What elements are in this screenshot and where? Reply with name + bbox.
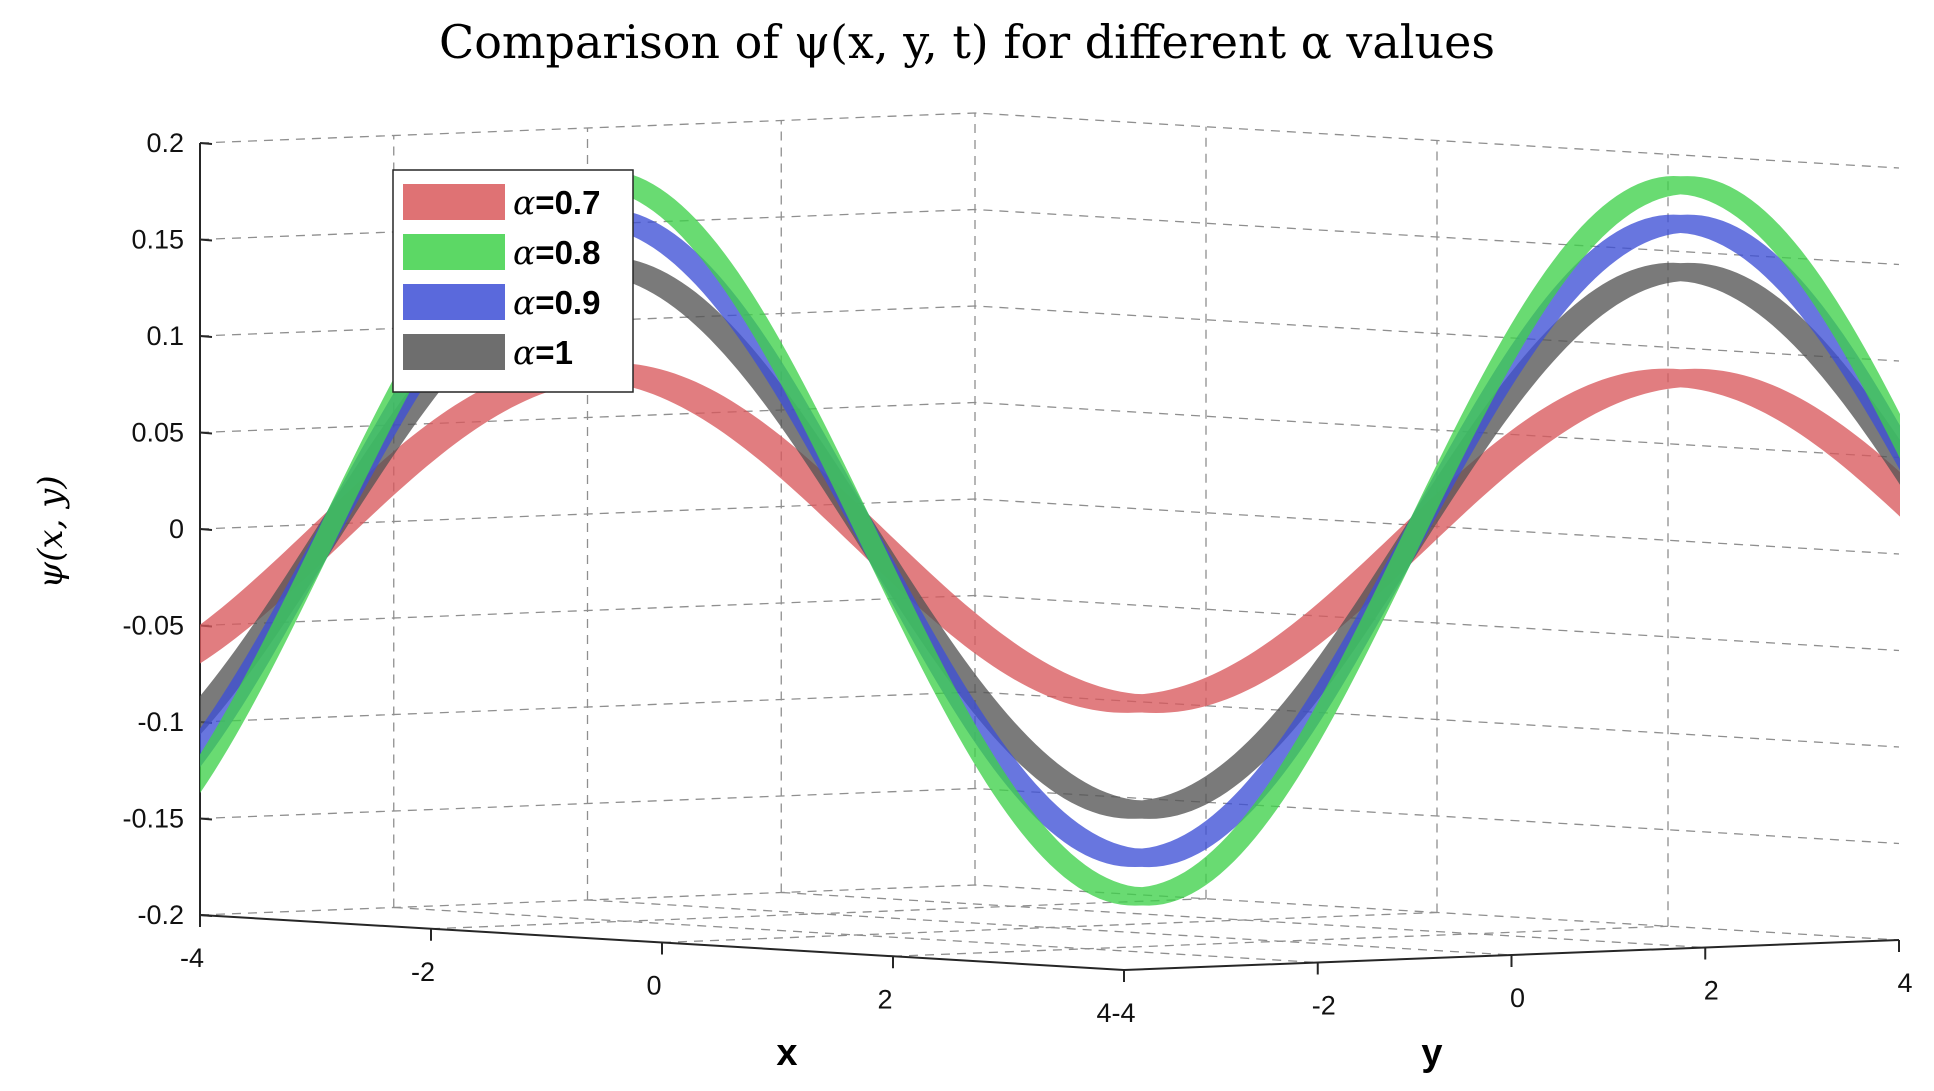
x-axis-label: x	[776, 1032, 797, 1074]
x-tick-label: 0	[646, 971, 661, 1001]
y-tick-label: 4	[1897, 968, 1912, 998]
legend-swatch	[403, 184, 505, 220]
legend-alpha-value: =1	[535, 334, 573, 371]
x-tick-label: -2	[411, 957, 435, 987]
floor-grid-line	[661, 911, 1438, 944]
z-tick-label: -0.05	[122, 611, 184, 641]
legend-alpha-value: =0.7	[535, 184, 600, 221]
z-tick-mark	[199, 914, 213, 917]
ribbon-series-0.7	[200, 362, 1900, 714]
z-tick-label: 0.15	[131, 225, 184, 255]
legend-alpha-symbol: α	[513, 283, 535, 322]
legend-swatch	[403, 334, 505, 370]
z-tick-label: 0.05	[131, 418, 184, 448]
legend-entry-label: α=0.9	[513, 283, 600, 322]
tick-labels: 0.2 0.15 0.1 0.05 0 -0.05 -0.1 -0.15 -0.2 -4 -2 0 2 4…	[122, 128, 1912, 1028]
y-axis-label: y	[1421, 1032, 1442, 1074]
legend-alpha-symbol: α	[513, 233, 535, 272]
z-tick-mark	[199, 528, 213, 531]
x-tick-label: 4-4	[1096, 998, 1135, 1028]
floor-grid-line	[393, 906, 1318, 964]
z-grid-line	[199, 691, 1900, 748]
ribbons	[200, 169, 1900, 906]
z-tick-mark	[199, 142, 213, 145]
legend-swatch	[403, 234, 505, 270]
z-tick-mark	[199, 431, 213, 435]
z-grid-line	[199, 884, 1900, 941]
y-tick-label: 2	[1704, 976, 1719, 1006]
legend-entry-label: α=1	[513, 333, 573, 372]
legend: α=0.7α=0.8α=0.9α=1	[392, 169, 634, 393]
x-tick-label: 2	[877, 984, 892, 1014]
grid-lines	[199, 112, 1900, 964]
legend-alpha-symbol: α	[513, 183, 535, 222]
y-tick-label: -2	[1312, 991, 1336, 1021]
y-tick-label: 0	[1510, 983, 1525, 1013]
z-grid-line	[199, 498, 1900, 555]
x-tick-label: -4	[180, 943, 204, 973]
z-tick-mark	[199, 238, 213, 242]
z-tick-label: -0.2	[137, 900, 184, 930]
z-grid-line	[199, 112, 1900, 169]
legend-alpha-value: =0.9	[535, 284, 600, 321]
legend-alpha-symbol: α	[513, 333, 535, 372]
legend-swatch	[403, 284, 505, 320]
z-tick-label: 0.1	[146, 321, 184, 351]
z-tick-mark	[199, 817, 213, 821]
z-axis-label: ψ(x, y)	[31, 475, 71, 588]
z-tick-label: 0.2	[146, 128, 184, 158]
z-tick-label: -0.15	[122, 804, 184, 834]
floor-grid-line	[587, 899, 1512, 956]
legend-entry-label: α=0.8	[513, 233, 600, 272]
z-tick-mark	[199, 335, 213, 338]
floor-grid-line	[781, 891, 1706, 949]
z-grid-line	[199, 594, 1900, 652]
legend-entry-label: α=0.7	[513, 183, 600, 222]
z-tick-label: 0	[169, 514, 184, 544]
z-tick-label: -0.1	[137, 707, 184, 737]
chart-title: Comparison of ψ(x, y, t) for different α…	[439, 15, 1495, 69]
legend-alpha-value: =0.8	[535, 234, 600, 271]
